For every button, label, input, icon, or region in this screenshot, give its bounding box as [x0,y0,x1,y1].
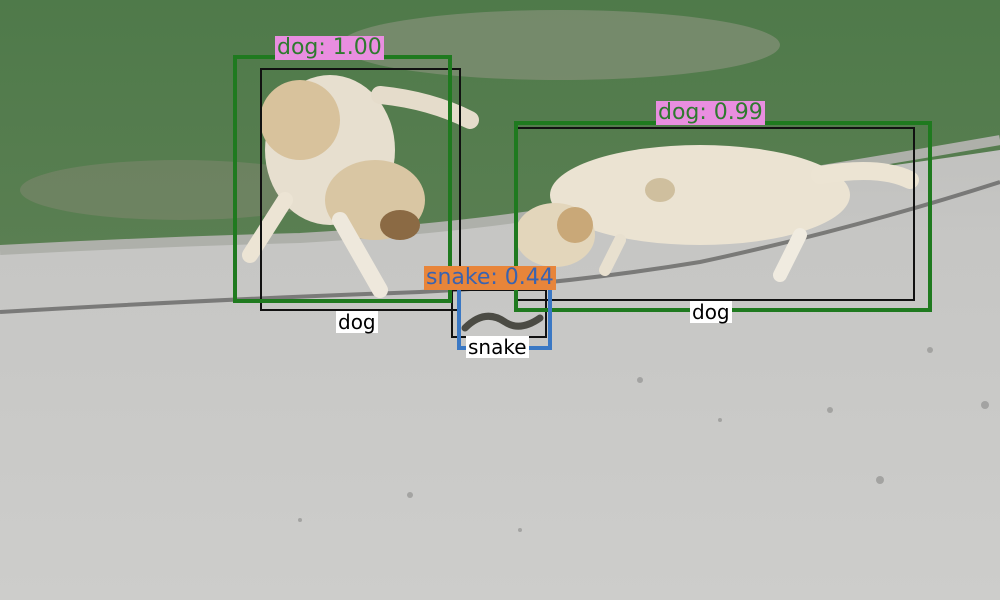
gt-box-dog-left [260,68,461,311]
snake [461,312,544,332]
pavement-specks [298,347,989,532]
det-label-dog-left: dog: 1.00 [275,35,384,60]
right-dog [515,145,919,282]
gt-label-snake: snake [466,335,529,359]
det-label-snake: snake: 0.44 [424,265,556,290]
gt-label-dog-left: dog [336,310,378,334]
left-dog [242,75,479,298]
gt-label-dog-right: dog [690,300,732,324]
det-label-dog-right: dog: 0.99 [656,100,765,125]
